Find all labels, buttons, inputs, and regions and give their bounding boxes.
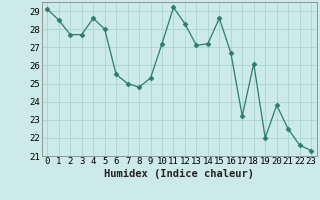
X-axis label: Humidex (Indice chaleur): Humidex (Indice chaleur) bbox=[104, 169, 254, 179]
